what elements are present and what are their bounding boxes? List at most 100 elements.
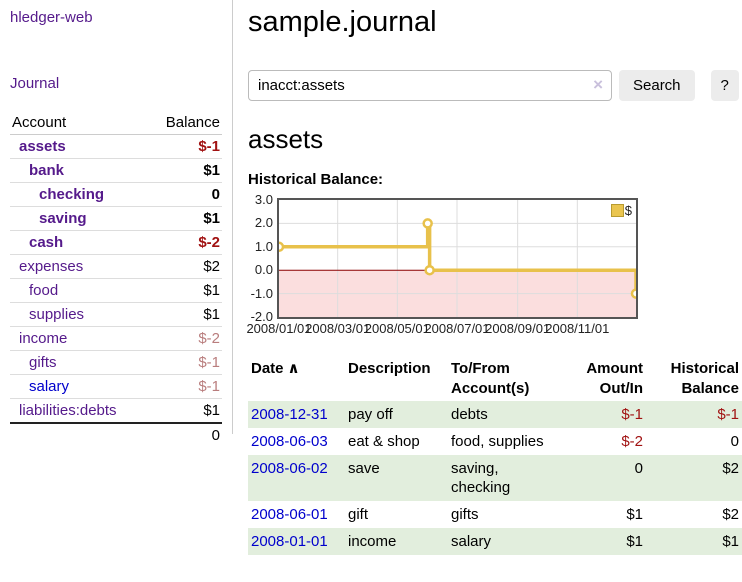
register-header-amount: Amount Out/In: [586, 360, 643, 397]
y-tick-label: -2.0: [250, 309, 273, 324]
account-row: salary $-1: [10, 374, 222, 399]
sidebar-item-journal[interactable]: Journal: [10, 75, 60, 92]
account-balance: $-1: [147, 134, 222, 159]
register-cell-date: 2008-06-03: [248, 428, 345, 455]
register-cell-balance: $2: [722, 506, 739, 523]
x-tick-label: 2008/05/01: [364, 321, 430, 336]
accounts-total-row: 0: [10, 422, 222, 447]
register-cell-amount: $-1: [621, 406, 643, 423]
account-balance: $-1: [147, 374, 222, 399]
account-link-bank[interactable]: bank: [29, 162, 65, 179]
legend-label: $: [624, 203, 632, 218]
register-date-link[interactable]: 2008-06-02: [251, 460, 328, 477]
x-tick-label: 2008/07/01: [424, 321, 490, 336]
register-cell-amount: 0: [634, 460, 643, 477]
account-balance: $1: [147, 302, 222, 327]
x-tick-label: 2008/03/01: [305, 321, 371, 336]
app-title-link[interactable]: hledger-web: [10, 9, 93, 26]
account-link-salary[interactable]: salary: [29, 378, 70, 395]
search-bar: × Search ?: [248, 70, 742, 101]
register-cell-amount: $-2: [621, 433, 643, 450]
account-link-liabilities-debts[interactable]: liabilities:debts: [19, 402, 117, 419]
account-balance: $1: [147, 278, 222, 303]
search-input-wrap: ×: [248, 70, 612, 101]
chart-plot: $: [277, 198, 638, 319]
main-content: sample.journal × Search ? assets Histori…: [246, 0, 742, 555]
account-balance: $-2: [147, 230, 222, 255]
search-input[interactable]: [248, 70, 612, 101]
account-balance: $2: [147, 254, 222, 279]
y-tick-label: 2.0: [254, 215, 273, 231]
y-tick-label: 3.0: [254, 192, 273, 207]
account-balance: $1: [147, 158, 222, 183]
account-row: assets $-1: [10, 134, 222, 159]
register-cell-accounts: gifts: [451, 506, 479, 523]
register-cell-description: gift: [348, 506, 369, 523]
account-link-saving[interactable]: saving: [39, 210, 87, 227]
y-tick-label: 1.0: [254, 238, 273, 254]
register-cell-description: income: [348, 533, 397, 550]
historical-balance-chart: 3.0 2.0 1.0 0.0 -1.0 -2.0 $ 2008/01/01 2008/03…: [246, 192, 742, 339]
clear-search-icon[interactable]: ×: [593, 75, 603, 94]
account-row: liabilities:debts $1: [10, 398, 222, 424]
register-cell-description: eat & shop: [348, 433, 420, 450]
account-balance: $1: [147, 206, 222, 231]
account-row: gifts $-1: [10, 350, 222, 375]
register-header-date[interactable]: Date ∧: [251, 360, 300, 377]
x-tick-label: 2008/09/01: [485, 321, 551, 336]
account-rows: assets $-1 bank $1 checking 0 saving $1 cash $-2 e…: [10, 134, 222, 424]
register-cell-accounts: salary: [451, 533, 492, 550]
register-cell-amount: $1: [626, 506, 643, 523]
register-cell-accounts: food, supplies: [451, 433, 544, 450]
sort-ascending-icon: ∧: [287, 360, 300, 377]
register-cell-date: 2008-06-01: [248, 501, 345, 528]
account-row: cash $-2: [10, 230, 222, 255]
account-link-supplies[interactable]: supplies: [29, 306, 85, 323]
register-cell-description: pay off: [348, 406, 393, 423]
account-row: supplies $1: [10, 302, 222, 327]
accounts-total-value: 0: [147, 422, 222, 447]
help-button[interactable]: ?: [710, 70, 739, 101]
account-link-income[interactable]: income: [19, 330, 68, 347]
register-row: 2008-06-03 eat & shop food, supplies $-2 0: [248, 428, 742, 455]
register-table: Date ∧ Description To/From Account(s) Amo…: [248, 357, 742, 555]
register-row: 2008-12-31 pay off debts $-1 $-1: [248, 401, 742, 428]
register-row: 2008-06-02 save saving, checking 0 $2: [248, 455, 742, 501]
register-cell-accounts: debts: [451, 406, 488, 423]
register-date-link[interactable]: 2008-06-03: [251, 433, 328, 450]
register-date-link[interactable]: 2008-01-01: [251, 533, 328, 550]
chart-title: Historical Balance:: [248, 171, 384, 188]
legend-swatch-icon: [610, 204, 624, 217]
register-cell-amount: $1: [626, 533, 643, 550]
register-cell-date: 2008-01-01: [248, 528, 345, 555]
register-rows: 2008-12-31 pay off debts $-1 $-1 2008-06-03 ea…: [248, 401, 742, 555]
page-title: sample.journal: [248, 6, 437, 38]
chart-legend: $: [610, 203, 632, 218]
register-cell-date: 2008-12-31: [248, 401, 345, 428]
account-balance: $-1: [147, 350, 222, 375]
account-link-food[interactable]: food: [29, 282, 59, 299]
search-button[interactable]: Search: [619, 70, 695, 101]
account-link-cash[interactable]: cash: [29, 234, 64, 251]
register-header-accounts: To/From Account(s): [451, 360, 530, 397]
register-row: 2008-06-01 gift gifts $1 $2: [248, 501, 742, 528]
y-tick-label: 0.0: [254, 262, 273, 278]
register-cell-balance: $-1: [717, 406, 739, 423]
register-cell-date: 2008-06-02: [248, 455, 345, 501]
account-row: checking 0: [10, 182, 222, 207]
sidebar: hledger-web Journal Account Balance asse…: [0, 0, 233, 447]
register-cell-balance: 0: [730, 433, 739, 450]
register-header-description: Description: [348, 360, 431, 377]
register-date-link[interactable]: 2008-12-31: [251, 406, 328, 423]
accounts-header-account: Account: [10, 111, 148, 135]
account-row: income $-2: [10, 326, 222, 351]
register-date-link[interactable]: 2008-06-01: [251, 506, 328, 523]
account-link-assets[interactable]: assets: [19, 138, 66, 155]
account-link-gifts[interactable]: gifts: [29, 354, 57, 371]
account-link-expenses[interactable]: expenses: [19, 258, 84, 275]
account-balance: $1: [147, 398, 222, 424]
register-header-balance: Historical Balance: [670, 360, 739, 397]
account-link-checking[interactable]: checking: [39, 186, 105, 203]
account-balance: 0: [147, 182, 222, 207]
account-row: saving $1: [10, 206, 222, 231]
